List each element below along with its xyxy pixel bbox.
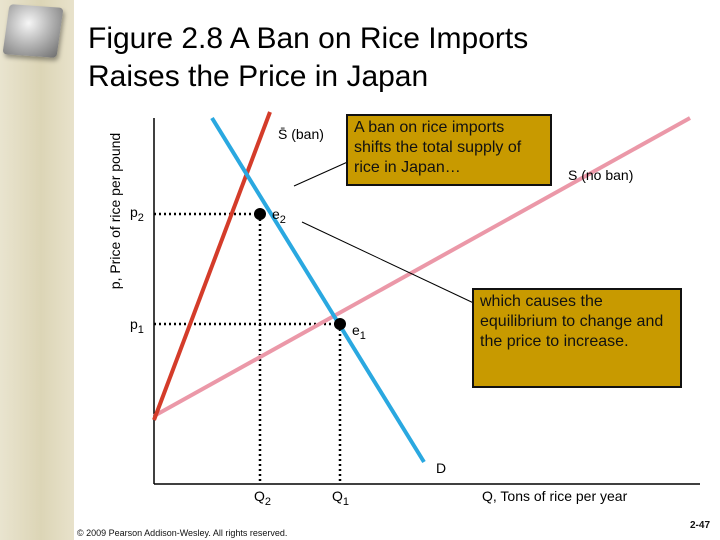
decorative-side-strip: [0, 0, 74, 540]
copyright-footer: © 2009 Pearson Addison-Wesley. All right…: [77, 528, 288, 538]
title-line-2: Raises the Price in Japan: [88, 60, 429, 93]
equilibrium-e2-label: e2: [272, 206, 286, 226]
supply-ban-label: S̄ (ban): [278, 126, 324, 142]
equilibrium-point-e1: [334, 318, 346, 330]
callout-box-bottom: which causes the equilibrium to change a…: [472, 288, 682, 388]
supply-no-ban-curve: [153, 116, 691, 418]
equilibrium-point-e2: [254, 208, 266, 220]
price-p2-label: p2: [130, 204, 144, 224]
x-axis-label: Q, Tons of rice per year: [482, 488, 628, 504]
quantity-q2-label: Q2: [254, 488, 272, 508]
title-line-1: Figure 2.8 A Ban on Rice Imports: [88, 22, 529, 55]
slide-title: Figure 2.8 A Ban on Rice Imports Raises …: [88, 20, 688, 96]
quantity-q1-label: Q1: [332, 488, 350, 508]
callout-box-top: A ban on rice imports shifts the total s…: [346, 114, 552, 186]
callout-pointer-bottom: [301, 221, 481, 307]
supply-no-ban-label: S (no ban): [568, 167, 634, 183]
demand-curve: [210, 116, 426, 464]
page-number: 2-47: [690, 520, 711, 531]
callout-pointer-top: [293, 159, 353, 187]
supply-ban-curve: [152, 111, 272, 421]
equilibrium-e1-label: e1: [352, 322, 366, 342]
demand-label: D: [436, 460, 447, 476]
price-p1-label: p1: [130, 316, 144, 336]
